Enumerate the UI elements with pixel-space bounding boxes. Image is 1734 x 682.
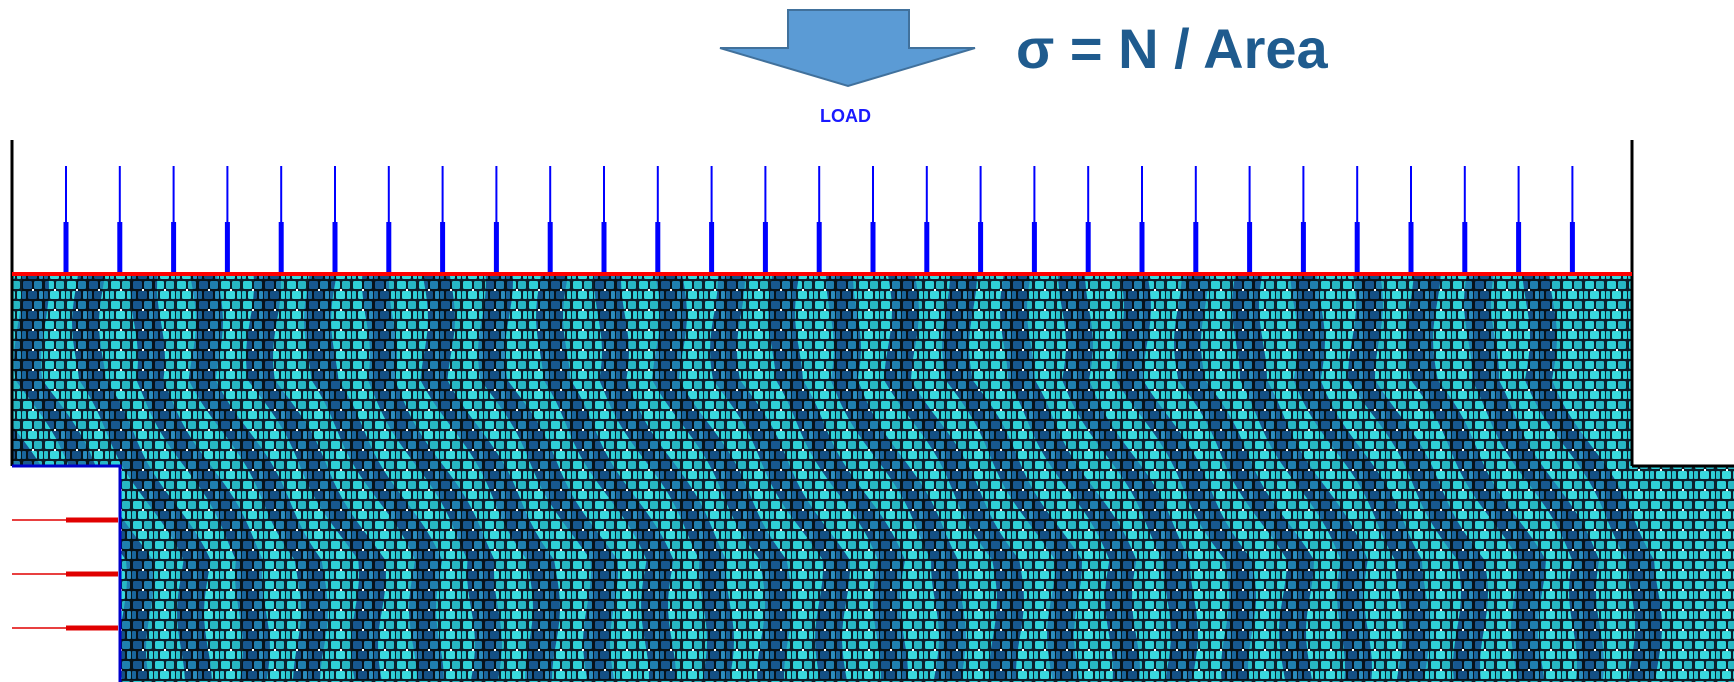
particle-stripe bbox=[1058, 276, 1198, 680]
particle-stripe bbox=[1290, 276, 1430, 680]
particle-stripe bbox=[1000, 276, 1140, 680]
load-label: LOAD bbox=[820, 106, 871, 126]
boundary-walls bbox=[10, 140, 1734, 682]
load-arrow-icon bbox=[719, 9, 976, 88]
particle-stripe bbox=[246, 276, 386, 680]
particle-stripe bbox=[1348, 276, 1488, 680]
particle-stripe bbox=[72, 276, 212, 680]
left-lower-wall bbox=[12, 464, 122, 682]
particle-stripe bbox=[710, 276, 850, 680]
load-arrows bbox=[63, 166, 1575, 272]
particle-stripe bbox=[1406, 276, 1546, 680]
side-arrows bbox=[12, 517, 118, 631]
particle-stripe bbox=[362, 276, 502, 680]
particle-stripe bbox=[884, 276, 1024, 680]
particle-stripe bbox=[188, 276, 328, 680]
particle-stripe bbox=[768, 276, 908, 680]
particle-stripe bbox=[1522, 276, 1662, 680]
particle-stripe bbox=[1464, 276, 1604, 680]
particle-stripe bbox=[1232, 276, 1372, 680]
particle-stripe bbox=[1174, 276, 1314, 680]
particle-stripe bbox=[304, 276, 444, 680]
particle-stripe bbox=[826, 276, 966, 680]
particle-stripe bbox=[942, 276, 1082, 680]
particle-stripe bbox=[478, 276, 618, 680]
granular-material bbox=[12, 276, 1734, 682]
material-base bbox=[12, 276, 1734, 682]
particle-stripe bbox=[594, 276, 734, 680]
particle-stripe bbox=[420, 276, 560, 680]
particle-stripe bbox=[652, 276, 792, 680]
stress-formula: σ = N / Area bbox=[1016, 17, 1328, 80]
particle-stripe bbox=[536, 276, 676, 680]
particle-stripe bbox=[1116, 276, 1256, 680]
particle-stripe bbox=[130, 276, 270, 680]
